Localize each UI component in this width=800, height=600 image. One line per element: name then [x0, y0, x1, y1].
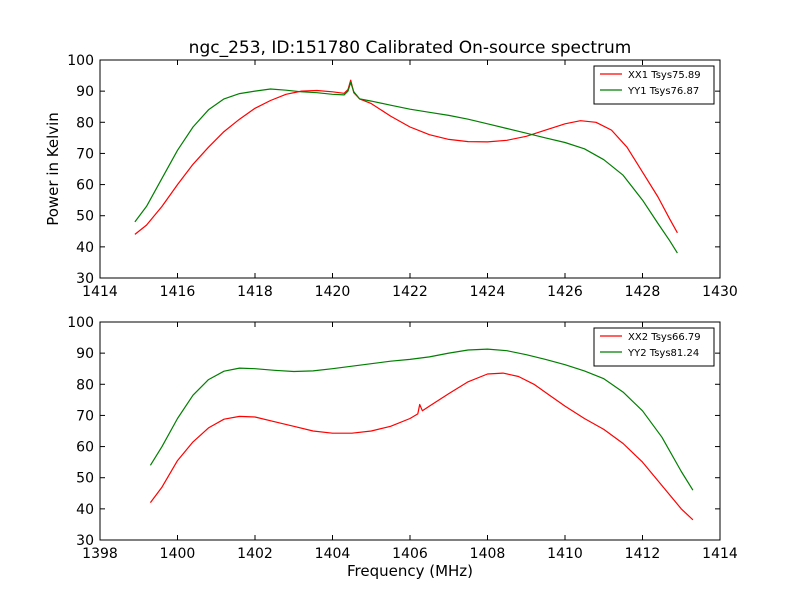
legend: XX1 Tsys75.89 YY1 Tsys76.87 — [593, 65, 715, 105]
legend-entry: YY1 Tsys76.87 — [627, 86, 699, 97]
x-tick-label: 1430 — [702, 284, 738, 300]
x-tick-label: 1410 — [547, 546, 583, 562]
y-tick-label: 70 — [76, 146, 94, 162]
y-tick-label: 60 — [76, 178, 94, 194]
x-tick-label: 1418 — [237, 284, 273, 300]
x-tick-label: 1400 — [160, 546, 196, 562]
x-tick-label: 1406 — [392, 546, 428, 562]
y-tick-label: 50 — [76, 209, 94, 225]
x-tick-label: 1412 — [625, 546, 661, 562]
x-tick-label: 1408 — [470, 546, 506, 562]
x-tick-label: 1426 — [547, 284, 583, 300]
chart-title: ngc_253, ID:151780 Calibrated On-source … — [189, 38, 632, 58]
series-group — [149, 348, 694, 521]
series-line-1 — [134, 79, 678, 235]
x-tick-label: 1420 — [315, 284, 351, 300]
series-group — [134, 79, 678, 254]
legend-box — [593, 65, 715, 105]
top-spectrum-panel: ngc_253, ID:151780 Calibrated On-source … — [44, 38, 738, 300]
x-tick-label: 1404 — [315, 546, 351, 562]
legend-entry: XX1 Tsys75.89 — [628, 70, 701, 81]
legend-entry: YY2 Tsys81.24 — [627, 348, 699, 359]
y-tick-label: 90 — [76, 346, 94, 362]
x-tick-label: 1416 — [160, 284, 196, 300]
y-axis-label: Power in Kelvin — [44, 112, 62, 226]
x-tick-label: 1428 — [625, 284, 661, 300]
x-tick-label: 1414 — [82, 284, 118, 300]
legend-box — [593, 327, 715, 367]
y-tick-label: 40 — [76, 240, 94, 256]
legend: XX2 Tsys66.79 YY2 Tsys81.24 — [593, 327, 715, 367]
x-tick-label: 1398 — [82, 546, 118, 562]
bottom-spectrum-panel: Frequency (MHz) 1398 1400 1402 1404 1406 1408… — [67, 315, 738, 580]
axis-ticks: 1398 1400 1402 1404 1406 1408 1410 1412 1414 30 40… — [67, 315, 738, 562]
x-tick-label: 1414 — [702, 546, 738, 562]
y-tick-label: 60 — [76, 440, 94, 456]
y-tick-label: 30 — [76, 533, 94, 549]
y-tick-label: 40 — [76, 502, 94, 518]
legend-entry: XX2 Tsys66.79 — [628, 332, 701, 343]
y-tick-label: 100 — [67, 315, 94, 331]
x-tick-label: 1402 — [237, 546, 273, 562]
y-tick-label: 90 — [76, 84, 94, 100]
y-tick-label: 80 — [76, 377, 94, 393]
axis-ticks: 1414 1416 1418 1420 1422 1424 1426 1428 1430 30 40… — [67, 53, 738, 300]
x-tick-label: 1424 — [470, 284, 506, 300]
series-line-2 — [149, 348, 694, 491]
y-tick-label: 50 — [76, 471, 94, 487]
x-tick-label: 1422 — [392, 284, 428, 300]
series-line-1 — [149, 372, 694, 521]
y-tick-label: 100 — [67, 53, 94, 69]
x-axis-label: Frequency (MHz) — [347, 562, 473, 580]
y-tick-label: 30 — [76, 271, 94, 287]
y-tick-label: 80 — [76, 115, 94, 131]
y-tick-label: 70 — [76, 408, 94, 424]
series-line-2 — [134, 81, 678, 254]
